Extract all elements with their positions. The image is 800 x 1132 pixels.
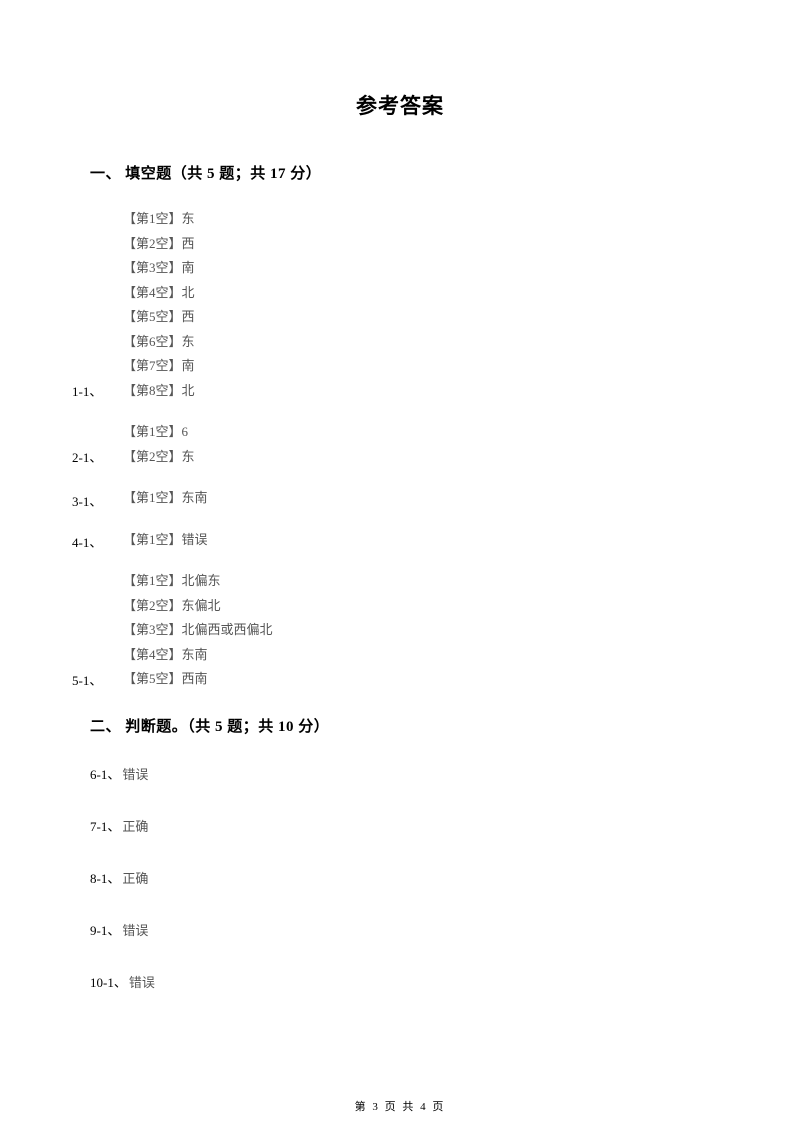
answer-line: 【第5空】西 bbox=[90, 307, 710, 327]
question-3: 【第1空】东南 3-1、 bbox=[90, 488, 710, 508]
answer-line: 【第1空】北偏东 bbox=[90, 571, 710, 591]
page-footer: 第 3 页 共 4 页 bbox=[0, 1098, 800, 1114]
section2-header: 二、 判断题。（共 5 题；共 10 分） bbox=[90, 715, 710, 736]
answer-line: 【第1空】东南 bbox=[90, 488, 710, 508]
judge-number: 8-1、 bbox=[90, 871, 120, 886]
judge-number: 10-1、 bbox=[90, 975, 127, 990]
judge-6: 6-1、错误 bbox=[90, 764, 710, 784]
answer-line: 【第4空】东南 bbox=[90, 645, 710, 665]
answer-line: 【第7空】南 bbox=[90, 356, 710, 376]
answer-line: 【第3空】北偏西或西偏北 bbox=[90, 620, 710, 640]
answer-line: 【第1空】错误 bbox=[90, 530, 710, 550]
section1-header: 一、 填空题（共 5 题；共 17 分） bbox=[90, 162, 710, 183]
judge-7: 7-1、正确 bbox=[90, 816, 710, 836]
answer-line: 【第4空】北 bbox=[90, 283, 710, 303]
judge-10: 10-1、错误 bbox=[90, 972, 710, 992]
judge-number: 7-1、 bbox=[90, 819, 120, 834]
question-number: 3-1、 bbox=[72, 491, 102, 510]
judge-answer: 错误 bbox=[129, 975, 155, 990]
question-number: 4-1、 bbox=[72, 532, 102, 551]
answer-line: 【第1空】东 bbox=[90, 209, 710, 229]
judge-number: 6-1、 bbox=[90, 767, 120, 782]
question-5: 【第1空】北偏东 【第2空】东偏北 【第3空】北偏西或西偏北 【第4空】东南 【… bbox=[90, 571, 710, 689]
question-4: 【第1空】错误 4-1、 bbox=[90, 530, 710, 550]
judge-9: 9-1、错误 bbox=[90, 920, 710, 940]
judge-answer: 正确 bbox=[122, 871, 148, 886]
question-2: 【第1空】6 【第2空】东 2-1、 bbox=[90, 422, 710, 466]
question-number: 5-1、 bbox=[72, 670, 102, 689]
answer-line: 【第3空】南 bbox=[90, 258, 710, 278]
answer-line: 【第2空】东 bbox=[90, 447, 710, 467]
judge-answer: 正确 bbox=[122, 819, 148, 834]
question-number: 1-1、 bbox=[72, 381, 102, 400]
answer-line: 【第6空】东 bbox=[90, 332, 710, 352]
judge-8: 8-1、正确 bbox=[90, 868, 710, 888]
question-number: 2-1、 bbox=[72, 447, 102, 466]
judge-number: 9-1、 bbox=[90, 923, 120, 938]
answer-line: 【第5空】西南 bbox=[90, 669, 710, 689]
judge-answer: 错误 bbox=[122, 923, 148, 938]
question-1: 【第1空】东 【第2空】西 【第3空】南 【第4空】北 【第5空】西 【第6空】… bbox=[90, 209, 710, 400]
answer-line: 【第1空】6 bbox=[90, 422, 710, 442]
answer-line: 【第8空】北 bbox=[90, 381, 710, 401]
page-title: 参考答案 bbox=[90, 90, 710, 120]
answer-line: 【第2空】西 bbox=[90, 234, 710, 254]
judge-answer: 错误 bbox=[122, 767, 148, 782]
answer-line: 【第2空】东偏北 bbox=[90, 596, 710, 616]
